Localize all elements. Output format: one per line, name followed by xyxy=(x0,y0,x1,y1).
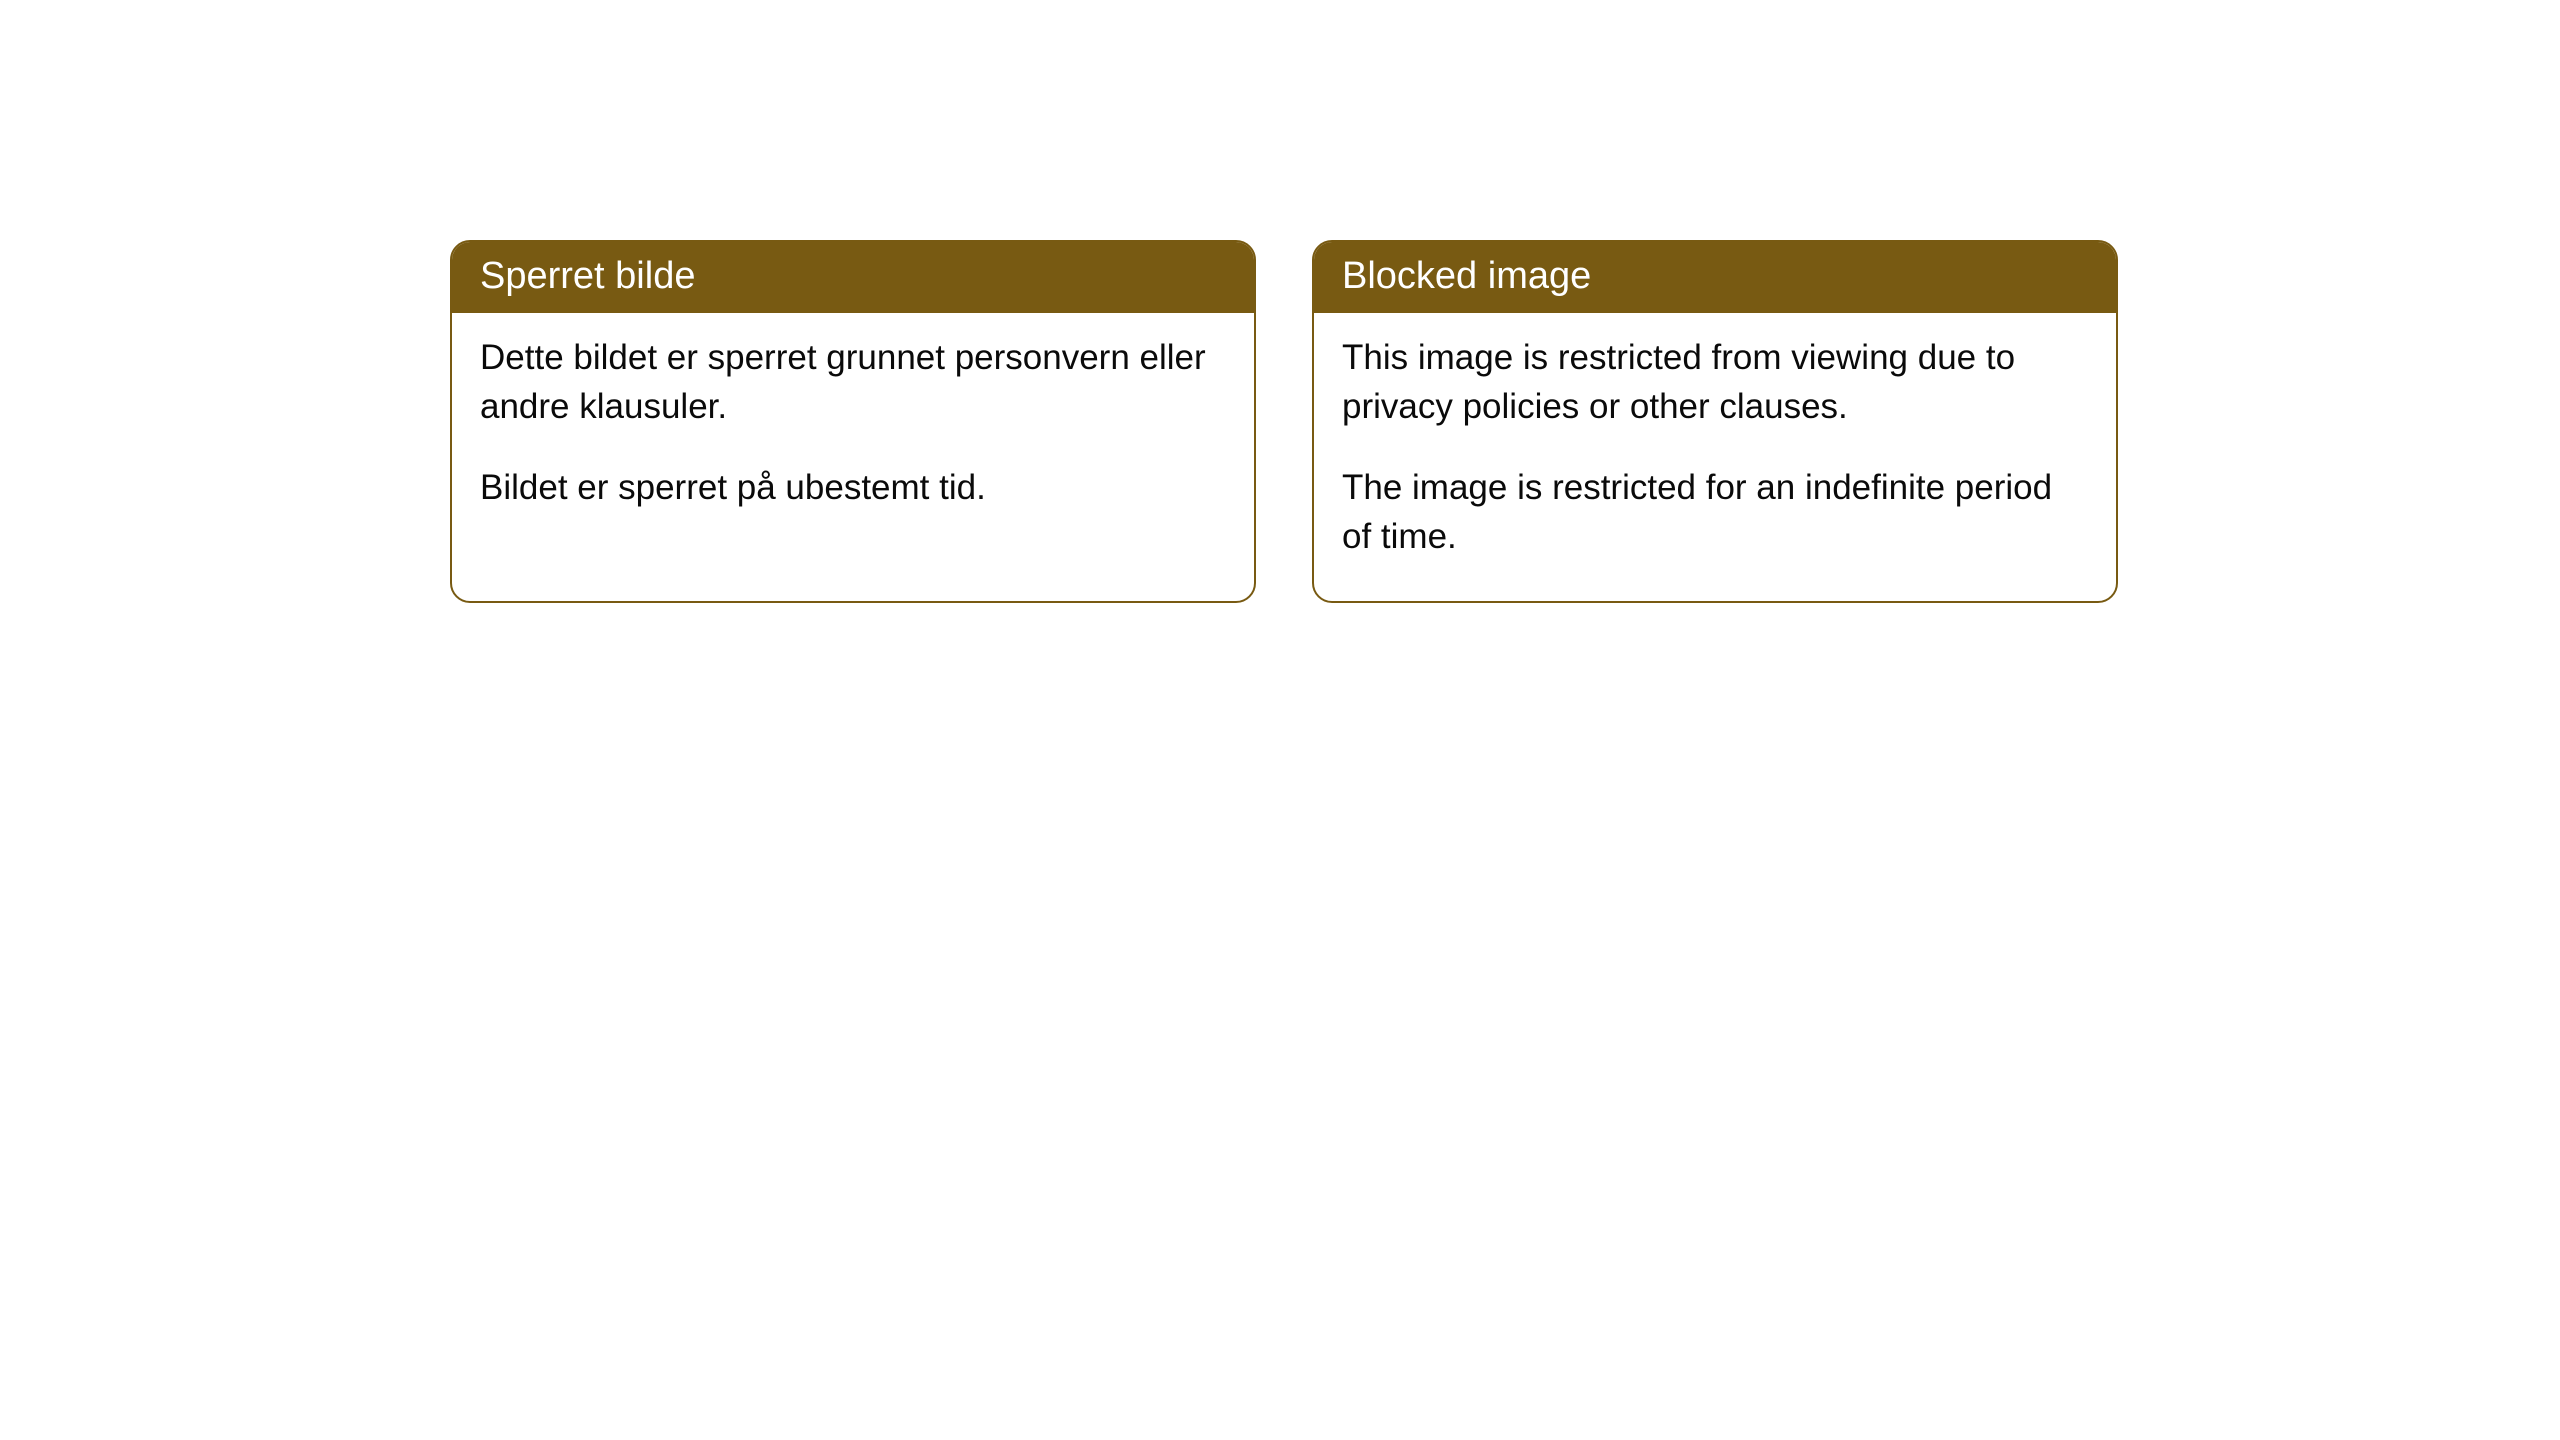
notice-text-1: This image is restricted from viewing du… xyxy=(1342,333,2088,431)
card-body: Dette bildet er sperret grunnet personve… xyxy=(452,313,1254,552)
blocked-image-card-norwegian: Sperret bilde Dette bildet er sperret gr… xyxy=(450,240,1256,603)
card-header: Sperret bilde xyxy=(452,242,1254,313)
card-body: This image is restricted from viewing du… xyxy=(1314,313,2116,601)
notice-text-2: Bildet er sperret på ubestemt tid. xyxy=(480,463,1226,512)
notice-text-1: Dette bildet er sperret grunnet personve… xyxy=(480,333,1226,431)
blocked-image-card-english: Blocked image This image is restricted f… xyxy=(1312,240,2118,603)
card-header: Blocked image xyxy=(1314,242,2116,313)
notice-text-2: The image is restricted for an indefinit… xyxy=(1342,463,2088,561)
notice-cards-container: Sperret bilde Dette bildet er sperret gr… xyxy=(450,240,2560,603)
